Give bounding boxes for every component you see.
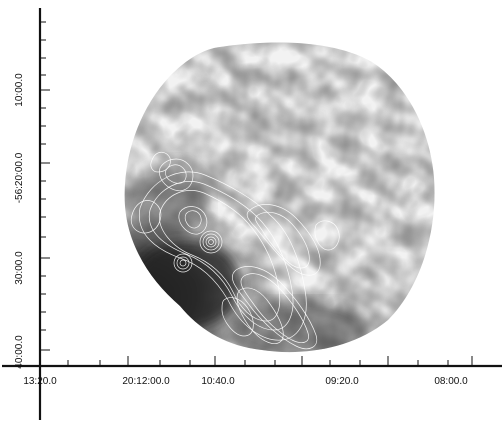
y-tick-label-2: 30:00.0	[14, 251, 25, 285]
x-tick-label-0: 13:20.0	[23, 376, 57, 387]
x-tick-label-4: 08:00.0	[434, 376, 468, 387]
x-tick-label-1: 20:12:00.0	[122, 376, 170, 387]
x-tick-label-3: 09:20.0	[325, 376, 359, 387]
y-tick-label-1: -56:20:00.0	[14, 152, 25, 203]
x-ray-map-disk	[124, 42, 435, 353]
y-tick-label-0: 10:00.0	[14, 73, 25, 107]
x-axis-ticks	[67, 356, 473, 366]
y-tick-label-3: 40:00.0	[14, 335, 25, 369]
radio-contours	[130, 151, 340, 349]
x-tick-label-2: 10:40.0	[201, 376, 235, 387]
y-axis-ticks	[40, 21, 50, 351]
